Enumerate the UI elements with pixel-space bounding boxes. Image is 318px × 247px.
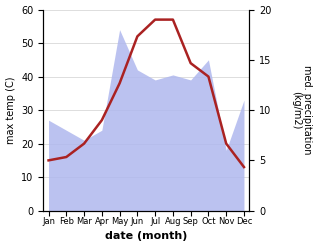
X-axis label: date (month): date (month) xyxy=(105,231,187,242)
Y-axis label: max temp (C): max temp (C) xyxy=(5,76,16,144)
Y-axis label: med. precipitation
(kg/m2): med. precipitation (kg/m2) xyxy=(291,65,313,155)
